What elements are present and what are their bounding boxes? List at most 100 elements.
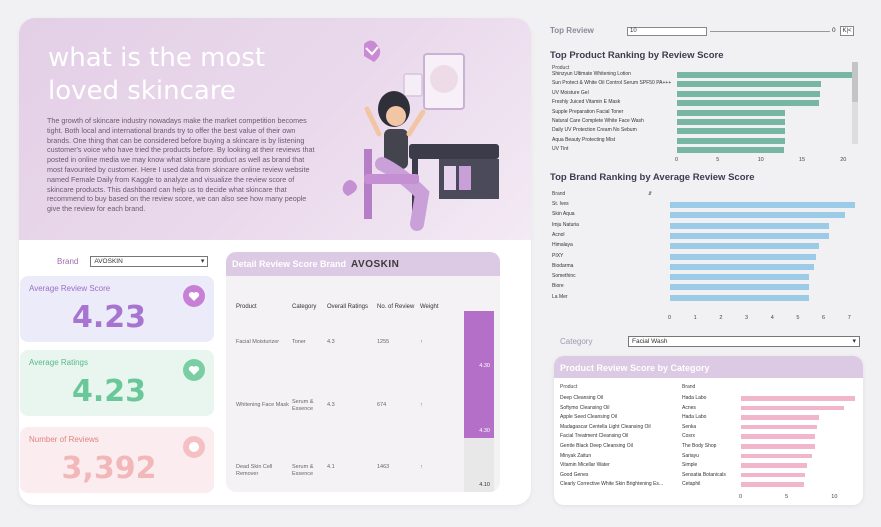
- chart-bar[interactable]: [670, 222, 830, 229]
- kpi-label: Average Ratings: [29, 358, 88, 367]
- chart-bar[interactable]: [670, 232, 830, 239]
- kpi-label: Average Review Score: [29, 284, 111, 293]
- chart-tick-label: 2: [719, 315, 723, 321]
- top-review-label: Top Review: [550, 26, 594, 35]
- chart-bar[interactable]: [677, 137, 786, 144]
- score-bar: 4.10: [464, 438, 494, 492]
- chart-bar[interactable]: [677, 109, 786, 116]
- category-select[interactable]: Facial Wash: [628, 336, 860, 347]
- scrollbar[interactable]: [852, 62, 858, 144]
- category-col-brand: Brand: [682, 384, 696, 390]
- chart-bar[interactable]: [677, 128, 786, 135]
- chart-tick-label: 0: [668, 315, 672, 321]
- chart-bar[interactable]: [741, 472, 805, 478]
- chart-bar[interactable]: [741, 396, 855, 401]
- chart-tick-label: 0: [739, 494, 743, 500]
- chart-row-label: Acnol: [552, 231, 565, 238]
- chart-bar[interactable]: [670, 202, 855, 208]
- chart-bar[interactable]: [670, 243, 819, 250]
- chart-tick-label: 5: [716, 157, 720, 163]
- chart-row-label: Skin Aqua: [552, 211, 575, 218]
- detail-header: Detail Review Score Brand AVOSKIN: [226, 252, 500, 276]
- sort-icon[interactable]: ⇵: [648, 191, 653, 197]
- chart-tick-label: 5: [785, 494, 789, 500]
- chart-row-label: Biore: [552, 283, 564, 290]
- chart-tick-label: 4: [770, 315, 774, 321]
- chart-row-label: Clearly Corrective White Skin Brightenin…: [560, 481, 664, 488]
- chart-bar[interactable]: [677, 81, 821, 88]
- table-cell: ↑: [420, 339, 423, 345]
- chart-bar[interactable]: [670, 263, 814, 270]
- top-review-value: 0: [832, 27, 836, 34]
- chart-row-label: Sun Protect & White Oil Control Serum SP…: [552, 80, 672, 87]
- chart-row-brand: Acnes: [682, 404, 696, 411]
- chart-row-label: UV Tint: [552, 146, 569, 153]
- score-label: 4.10: [479, 482, 490, 488]
- kpi-number-of-reviews: Number of Reviews 3,392: [20, 427, 214, 493]
- top-review-slider[interactable]: [710, 31, 830, 32]
- chart-bar[interactable]: [677, 100, 820, 107]
- hero-title: what is the most loved skincare: [48, 43, 266, 106]
- brand-ranking-chart: Brand ⇵ St. Ives Skin Aqua Imju Naturia Acn…: [550, 189, 860, 329]
- brand-filter-label: Brand: [57, 257, 79, 266]
- kpi-label: Number of Reviews: [29, 435, 99, 444]
- chart-row-label: St. Ives: [552, 201, 569, 207]
- chart-bar[interactable]: [670, 253, 817, 260]
- chart-bar[interactable]: [741, 434, 815, 439]
- detail-brand: AVOSKIN: [351, 258, 400, 270]
- chart-row-label: Somethinc: [552, 273, 576, 280]
- chart-bar[interactable]: [677, 119, 786, 125]
- chart-tick-label: 10: [831, 494, 838, 500]
- chart-tick-label: 3: [745, 315, 749, 321]
- brand-header: Brand: [552, 191, 566, 197]
- scrollbar-thumb[interactable]: [852, 62, 858, 102]
- col-category: Category: [292, 304, 317, 310]
- top-review-reset-button[interactable]: K|<: [840, 26, 854, 36]
- hero-banner: what is the most loved skincare The grow…: [19, 18, 531, 240]
- chart-bar[interactable]: [677, 72, 853, 78]
- table-cell: ↑: [420, 402, 423, 408]
- col-overall-ratings: Overall Ratings: [327, 304, 369, 310]
- chart-bar[interactable]: [741, 463, 808, 468]
- brand-select[interactable]: AVOSKIN: [90, 256, 209, 267]
- chart-tick-label: 5: [796, 315, 800, 321]
- chart-bar[interactable]: [670, 294, 809, 301]
- kpi-value: 4.23: [71, 374, 147, 409]
- col-product: Product: [236, 304, 257, 310]
- chart-bar[interactable]: [670, 274, 809, 281]
- score-label: 4.30: [479, 363, 490, 369]
- top-review-input[interactable]: 10: [627, 27, 707, 36]
- table-cell: 4.3: [327, 402, 335, 408]
- score-label: 4.30: [479, 428, 490, 434]
- chart-tick-label: 10: [757, 157, 764, 163]
- chart-bar[interactable]: [741, 453, 813, 459]
- table-cell: Serum & Essence: [292, 399, 314, 412]
- main-card: what is the most loved skincare The grow…: [19, 18, 531, 505]
- chart-bar[interactable]: [741, 482, 804, 487]
- category-chart: Product Brand Deep Cleansing Oil Hada Lab…: [554, 378, 863, 505]
- chart-bar[interactable]: [677, 90, 820, 97]
- chart-bar[interactable]: [670, 284, 809, 291]
- chart-row-label: Apple Seed Cleansing Oil: [560, 414, 617, 421]
- chart-row-brand: Hada Labo: [682, 414, 707, 421]
- chart-bar[interactable]: [741, 444, 815, 449]
- chart-bar[interactable]: [741, 424, 817, 430]
- chart-row-brand: Senka: [682, 423, 697, 430]
- chart-row-label: La Mer: [552, 293, 568, 300]
- category-chart-card: Product Review Score by Category Product…: [554, 356, 863, 505]
- chart-bar[interactable]: [670, 212, 845, 219]
- kpi-value: 4.23: [71, 300, 147, 335]
- kpi-average-ratings: Average Ratings 4.23: [20, 350, 214, 416]
- chart-bar[interactable]: [741, 415, 820, 420]
- table-cell: Dead Skin Cell Remover: [236, 464, 273, 477]
- chart-row-label: Madagascar Centella Light Cleansing Oil: [560, 423, 651, 430]
- chart-row-label: Aqua Beauty Protecting Mist: [552, 136, 616, 143]
- chart-tick-label: 20: [840, 157, 847, 163]
- chart-row-label: Himalaya: [552, 242, 573, 249]
- chart-bar[interactable]: [677, 147, 785, 154]
- chart-row-label: Freshly Juiced Vitamin E Mask: [552, 99, 621, 106]
- category-filter-label: Category: [560, 337, 593, 346]
- chart-bar[interactable]: [741, 405, 845, 411]
- brand-filter: Brand AVOSKIN: [57, 256, 209, 267]
- chart-row-label: Supple Preparation Facial Toner: [552, 108, 624, 115]
